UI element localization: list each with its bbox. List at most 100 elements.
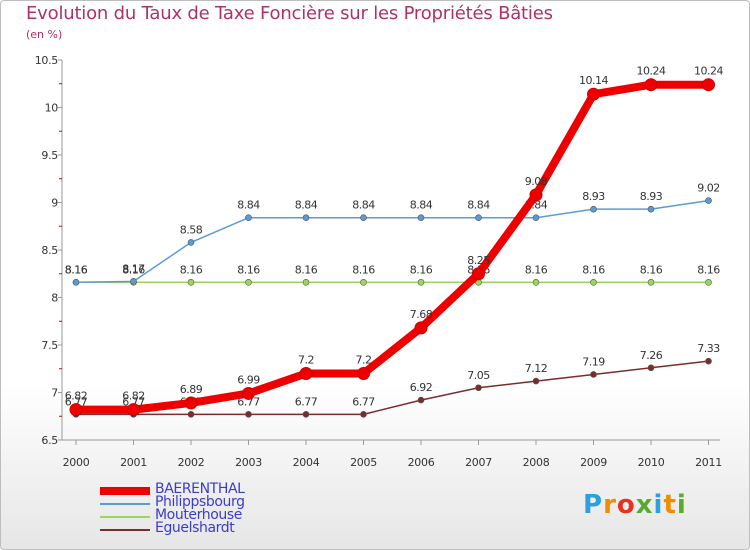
proxiti-logo: Proxiti (583, 490, 687, 520)
data-label: 7.68 (410, 308, 433, 321)
data-label: 8.16 (122, 263, 145, 276)
data-point (532, 278, 540, 286)
data-label: 7.12 (525, 362, 548, 375)
data-label: 9.02 (697, 182, 720, 195)
data-point (302, 278, 310, 286)
data-label: 8.16 (697, 263, 720, 276)
data-label: 8.84 (295, 199, 318, 212)
data-label: 8.16 (352, 263, 375, 276)
data-label: 9.08 (525, 175, 548, 188)
data-label: 6.82 (122, 390, 145, 403)
data-point (702, 78, 715, 92)
logo-letter: r (603, 490, 617, 520)
series-baerenthal: 6.82 6.82 6.89 6.99 7.2 7.2 7.68 8.25 9.08 10.14 1… (65, 65, 724, 417)
data-label: 6.99 (237, 373, 260, 386)
data-point (245, 214, 252, 221)
data-point (417, 278, 425, 286)
legend-label-eguelshardt: Eguelshardt (155, 520, 235, 536)
series-line (72, 80, 713, 414)
x-tick-label: 2010 (638, 456, 665, 469)
legend-label-baerenthal: BAERENTHAL (155, 481, 245, 497)
data-point (360, 214, 367, 221)
data-point (475, 384, 482, 392)
data-label: 8.17 (122, 262, 145, 275)
y-tick-label: 6.5 (41, 434, 58, 447)
series-line (75, 360, 710, 416)
y-tick-label: 10.5 (35, 54, 59, 67)
chart-title: Evolution du Taux de Taxe Foncière sur l… (26, 3, 553, 24)
data-point (590, 278, 597, 286)
data-label: 8.16 (640, 263, 663, 276)
data-point (127, 403, 140, 417)
data-point (705, 357, 712, 365)
x-tick-label: 2004 (293, 456, 320, 469)
data-label: 8.16 (525, 263, 548, 276)
data-label: 8.16 (237, 263, 260, 276)
data-point (184, 396, 198, 410)
legend-label-mouterhouse: Mouterhouse (155, 507, 242, 523)
logo-letter: i (676, 490, 687, 520)
data-label: 7.19 (582, 355, 605, 368)
x-tick-label: 2001 (120, 456, 147, 469)
legend-swatch-mouterhouse (100, 516, 150, 518)
data-point (302, 411, 310, 418)
data-label: 8.84 (352, 199, 375, 212)
data-label: 7.05 (467, 369, 490, 382)
data-label: 8.58 (180, 223, 203, 236)
data-label: 8.16 (65, 263, 88, 276)
data-label: 6.89 (180, 383, 203, 396)
data-label: 10.24 (637, 65, 666, 78)
logo-letter: t (663, 490, 677, 520)
data-label: 6.77 (65, 395, 88, 408)
data-label: 8.16 (180, 263, 203, 276)
y-tick-label: 10 (45, 102, 59, 115)
data-label: 6.77 (237, 395, 260, 408)
y-tick-label: 9.5 (41, 149, 58, 162)
data-point (417, 396, 425, 404)
legend-swatch-baerenthal (100, 487, 150, 495)
legend-label-philippsbourg: Philippsbourg (155, 494, 245, 510)
series-philippsbourg: 8.16 8.178.588.84 8.84 8.84 8.84 8.84 8.848.93… (65, 182, 720, 286)
series-line (75, 199, 710, 284)
x-tick-label: 2005 (350, 456, 377, 469)
data-label: 8.84 (410, 199, 433, 212)
legend-swatch-philippsbourg (100, 503, 150, 505)
x-tick-label: 2007 (465, 456, 492, 469)
logo-letter: P (583, 490, 604, 520)
data-point (360, 278, 367, 286)
data-label: 8.16 (410, 263, 433, 276)
data-point (187, 411, 195, 418)
data-point (245, 278, 252, 286)
x-tick-label: 2006 (408, 456, 435, 469)
legend-swatch-eguelshardt (100, 529, 150, 531)
data-point (130, 278, 137, 285)
data-point (357, 367, 370, 380)
data-label: 6.77 (295, 395, 318, 408)
data-label: 8.16 (582, 263, 605, 276)
data-label: 7.2 (356, 354, 372, 367)
data-label: 8.16 (65, 263, 88, 276)
data-label: 8.93 (640, 190, 663, 203)
data-point (302, 214, 310, 221)
y-axis-unit: (en %) (26, 28, 63, 41)
data-point (647, 364, 655, 372)
data-point (472, 267, 485, 281)
data-point (242, 386, 255, 400)
data-point (360, 411, 367, 418)
y-tick-label: 7 (51, 387, 58, 400)
data-point (587, 87, 600, 101)
data-point (299, 367, 313, 380)
data-point (529, 188, 543, 202)
data-label: 6.92 (410, 381, 433, 394)
data-label: 7.33 (697, 342, 720, 355)
data-point (187, 278, 195, 286)
data-label: 10.14 (579, 74, 608, 87)
series-mouterhouse: 8.16 8.16 8.16 8.16 8.16 8.16 8.16 8.16 8.16 8.16… (65, 263, 721, 286)
x-tick-label: 2000 (63, 456, 90, 469)
data-point (414, 321, 428, 335)
y-tick-label: 8 (51, 292, 58, 305)
data-point (590, 205, 597, 213)
data-label: 8.84 (467, 199, 490, 212)
x-tick-label: 2009 (580, 456, 607, 469)
data-label: 10.24 (694, 65, 723, 78)
